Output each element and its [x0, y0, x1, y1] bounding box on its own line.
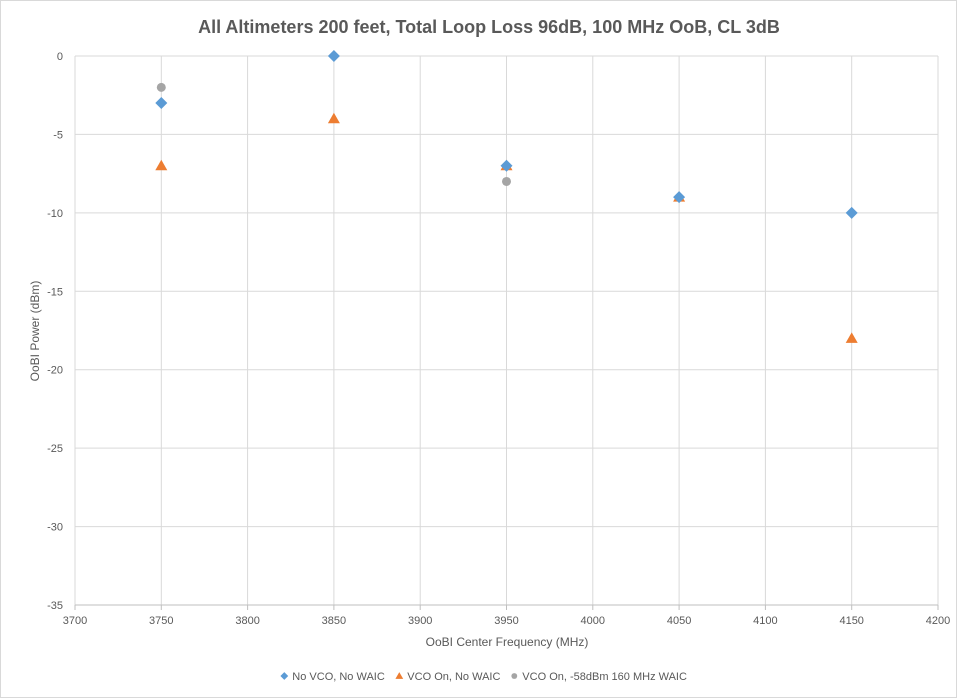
- chart-title: All Altimeters 200 feet, Total Loop Loss…: [198, 17, 780, 37]
- legend-entry-label: VCO On, No WAIC: [407, 671, 500, 683]
- gridlines: [74, 55, 939, 606]
- data-point-diamond: [327, 50, 340, 62]
- data-point-triangle: [155, 159, 168, 171]
- data-point-circle: [156, 82, 166, 92]
- x-tick-label: 3750: [149, 615, 173, 627]
- legend-entry-label: No VCO, No WAIC: [292, 671, 385, 683]
- y-tick-label: -35: [47, 600, 63, 612]
- legend-marker-diamond: [280, 672, 289, 680]
- x-tick-label: 4200: [926, 615, 950, 627]
- x-tick-label: 4150: [839, 615, 863, 627]
- x-tick-label: 3700: [63, 615, 87, 627]
- y-axis-title: OoBI Power (dBm): [28, 281, 42, 382]
- x-tick-label: 4100: [753, 615, 777, 627]
- data-point-diamond: [500, 159, 513, 172]
- x-axis-title: OoBI Center Frequency (MHz): [426, 635, 589, 649]
- legend-entry-label: VCO On, -58dBm 160 MHz WAIC: [522, 671, 687, 683]
- data-point-triangle: [845, 332, 858, 343]
- y-tick-label: -30: [47, 522, 63, 534]
- tick-labels: 3700 3750 3800 3850 3900 3950 4000 4050 4100 4150…: [47, 51, 950, 627]
- y-tick-label: 0: [57, 51, 63, 63]
- y-tick-label: -20: [47, 365, 63, 377]
- data-point-diamond: [845, 206, 858, 219]
- x-tick-label: 3950: [494, 615, 518, 627]
- data-point-diamond: [155, 97, 168, 110]
- axes: [74, 604, 939, 610]
- data-point-circle: [502, 176, 511, 186]
- x-tick-label: 3900: [408, 615, 432, 627]
- legend-marker-triangle: [395, 672, 404, 679]
- data-point-diamond: [673, 191, 686, 204]
- legend-marker-circle: [511, 673, 518, 679]
- y-tick-label: -10: [47, 208, 63, 220]
- x-tick-label: 4050: [667, 615, 691, 627]
- y-tick-label: -15: [47, 286, 63, 298]
- x-tick-label: 3850: [322, 615, 346, 627]
- y-tick-label: -5: [53, 129, 63, 141]
- x-tick-label: 4000: [581, 615, 605, 627]
- x-tick-label: 3800: [235, 615, 259, 627]
- data-point-triangle: [327, 112, 340, 124]
- data-points: [155, 50, 858, 343]
- legend: No VCO, No WAIC VCO On, No WAIC VCO On, -5…: [280, 671, 687, 683]
- y-tick-label: -25: [47, 443, 63, 455]
